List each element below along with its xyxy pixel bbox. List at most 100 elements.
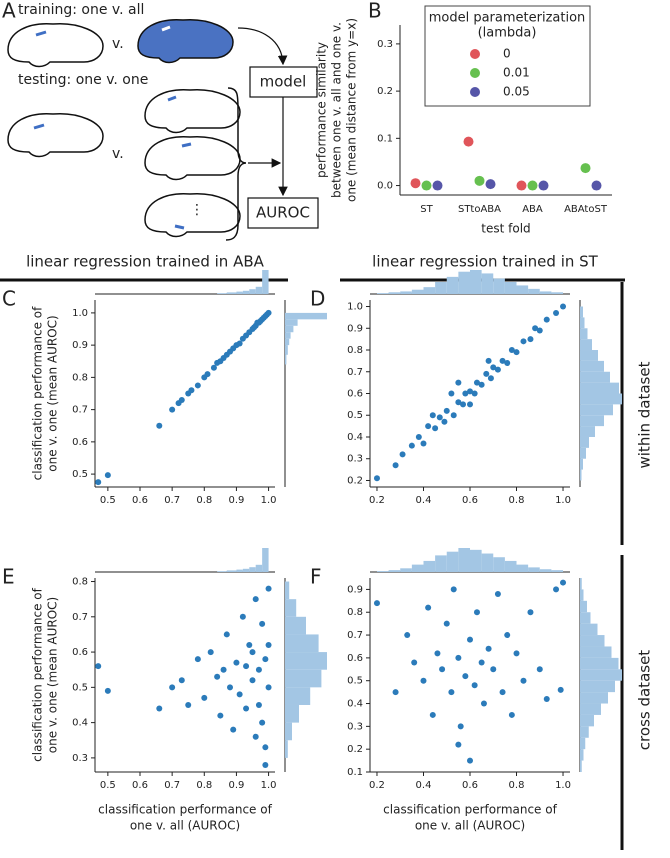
hist-bar (580, 404, 613, 416)
point (543, 316, 550, 323)
hist-bar (446, 276, 459, 294)
legend-title: (lambda) (478, 26, 537, 41)
point (480, 700, 487, 707)
y-tick-label: 0.2 (377, 86, 393, 97)
point (460, 401, 467, 408)
point (483, 370, 490, 377)
hist-bar (580, 328, 588, 340)
point (543, 695, 550, 702)
region (33, 123, 45, 130)
brain (7, 112, 104, 158)
hist-bar (285, 325, 294, 333)
arrow (237, 27, 288, 66)
hist-bar (388, 570, 401, 572)
hist-bar (285, 669, 322, 688)
y-tick-label: 1.0 (347, 302, 363, 313)
hist-bar (580, 680, 615, 693)
region (161, 25, 171, 32)
y-tick-label: 0.4 (347, 699, 363, 710)
diagram-text: AUROC (256, 204, 310, 222)
x-tick-label: ST (420, 204, 433, 215)
hist-bar (285, 319, 298, 326)
x-tick-label: 0.4 (416, 495, 432, 506)
diagram-text: testing: one v. one (18, 72, 148, 88)
point (373, 600, 380, 607)
x-tick-label: 0.9 (228, 495, 244, 506)
y-tick-label: 0.0 (377, 181, 393, 192)
hist-bar (580, 726, 589, 738)
hist-bar (285, 312, 327, 320)
brain (144, 135, 241, 181)
point (262, 761, 269, 768)
y-tick-label: 0.7 (72, 612, 88, 623)
point (499, 357, 506, 364)
point (457, 723, 464, 730)
x-tick-label: 0.8 (509, 780, 525, 791)
hist-bar (580, 703, 601, 715)
x-tick-label: ABAtoST (564, 204, 608, 215)
diagram: training: one v. all v. testing: one v. … (7, 2, 319, 241)
region (35, 30, 47, 37)
hist-bar (493, 278, 505, 294)
hist-bar (580, 623, 598, 636)
point (104, 472, 111, 479)
panel-label: B (368, 0, 382, 23)
point (265, 585, 272, 592)
legend-marker (470, 68, 480, 78)
hist-bar (580, 635, 605, 647)
x-axis-label: classification performance of (383, 803, 557, 817)
y-tick-label: 0.5 (72, 682, 88, 693)
point (443, 620, 450, 627)
point (392, 462, 399, 469)
point (265, 309, 272, 316)
point (455, 399, 462, 406)
legend-label: 0.05 (503, 85, 530, 99)
point (262, 744, 269, 751)
point (536, 327, 543, 334)
y-tick-label: 0.1 (377, 133, 393, 144)
point (448, 390, 455, 397)
legend-label: 0 (503, 47, 511, 61)
point (169, 684, 176, 691)
point (194, 382, 201, 389)
y-tick-label: 0.2 (347, 744, 363, 755)
legend-label: 0.01 (503, 66, 530, 80)
x-tick-label: 0.6 (462, 780, 478, 791)
hist-bar (249, 289, 256, 294)
point (230, 726, 237, 733)
point (436, 414, 443, 421)
panel-label: C (2, 287, 16, 311)
point (415, 433, 422, 440)
point (265, 684, 272, 691)
hist-bar (285, 704, 299, 723)
point (504, 360, 511, 367)
point (259, 719, 266, 726)
hist-bar (446, 551, 459, 572)
point (527, 336, 534, 343)
y-axis-label: one v. one (mean AUROC) (46, 597, 60, 753)
point (455, 741, 462, 748)
point (95, 663, 102, 670)
x-tick-label: 0.6 (132, 780, 148, 791)
dot (516, 180, 527, 191)
point (485, 645, 492, 652)
hist-bar (217, 293, 227, 294)
point (236, 340, 243, 347)
x-tick-label: 1.0 (555, 495, 571, 506)
point (490, 364, 497, 371)
point (455, 379, 462, 386)
point (210, 364, 217, 371)
point (178, 677, 185, 684)
x-tick-label: 0.8 (509, 495, 525, 506)
point (156, 705, 163, 712)
hist-bar (458, 271, 470, 294)
hist-bar (435, 282, 447, 294)
point (201, 694, 208, 701)
brain (144, 88, 241, 134)
point (411, 659, 418, 666)
point (425, 423, 432, 430)
legend-box (424, 5, 591, 107)
y-tick-label: 0.8 (347, 345, 363, 356)
hist-bar (580, 737, 586, 750)
